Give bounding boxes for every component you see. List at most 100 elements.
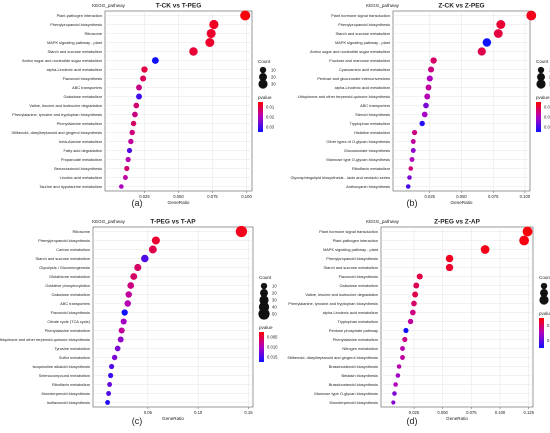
data-point — [421, 111, 428, 118]
data-point — [410, 148, 416, 153]
panel-label: (c) — [132, 416, 143, 426]
x-tick-label: 0.100 — [495, 410, 506, 415]
y-tick-label: Steroid biosynthesis — [355, 112, 390, 117]
data-point — [140, 75, 147, 82]
y-tick-label: Tryptophan metabolism — [337, 319, 378, 324]
panel-label: (a) — [132, 198, 143, 208]
y-tick-label: Citrate cycle (TCA cycle) — [47, 319, 90, 324]
y-tick-label: Starch and sucrose metabolism — [324, 265, 379, 270]
data-point — [407, 318, 414, 325]
x-tick-label: 0.025 — [425, 194, 436, 199]
panel-d: KEGG_pathway Z-PEG vs Z-AP 0.025 0.050 0.075… — [287, 219, 550, 422]
x-axis-label: GeneRatio — [162, 416, 184, 421]
y-tick-label: Glycolysis / Gluconeogenesis — [39, 265, 90, 270]
count-legend-dot — [536, 79, 546, 89]
count-legend-dot — [537, 73, 545, 81]
data-point — [412, 291, 419, 298]
pvalue-legend-label: 0.02 — [544, 115, 550, 120]
y-tick-label: Oxidative phosphorylation — [45, 283, 90, 288]
pvalue-legend-label: 0.010 — [267, 345, 278, 350]
data-point — [405, 184, 411, 189]
data-point — [413, 282, 420, 289]
y-tick-label: Pentose phosphate pathway — [329, 328, 378, 333]
data-point — [108, 372, 114, 379]
y-tick-label: Isoquinoline alkaloid biosynthesis — [32, 364, 90, 369]
data-point — [117, 336, 124, 343]
data-point — [107, 382, 113, 387]
data-point — [141, 254, 149, 263]
x-tick-label: 0.100 — [241, 194, 252, 199]
y-tick-label: alpha-Linolenic acid metabolism — [47, 67, 102, 72]
y-tick-label: Selenocompound metabolism — [39, 373, 90, 378]
y-tick-label: Galactose metabolism — [340, 283, 379, 288]
data-point — [424, 93, 431, 100]
y-tick-label: Phenylalanine, tyrosine and tryptophan b… — [12, 112, 102, 117]
y-tick-label: Isoflavonoid biosynthesis — [47, 400, 90, 405]
y-tick-label: Tryptophan metabolism — [349, 121, 390, 126]
x-tick-label: 0.10 — [194, 410, 203, 415]
panel-title: Z-PEG vs Z-AP — [434, 219, 481, 226]
y-tick-label: Phenylalanine, tyrosine and tryptophan b… — [288, 301, 378, 306]
y-tick-label: Stilbenoid, diarylheptanoid and gingerol… — [11, 130, 102, 135]
data-point — [410, 139, 416, 144]
pvalue-legend-label: 0.02 — [266, 115, 275, 120]
y-tick-label: Benzoxazinoid biosynthesis — [54, 166, 102, 171]
data-point — [402, 336, 408, 343]
x-tick-label: 0.075 — [207, 194, 218, 199]
data-point — [496, 20, 506, 29]
y-tick-label: Valine, leucine and isoleucine degradati… — [29, 103, 102, 108]
y-tick-label: Sulfur metabolism — [59, 355, 90, 360]
x-tick-label: 0.025 — [409, 410, 420, 415]
data-point — [482, 38, 492, 47]
y-tick-label: ABC transporters — [60, 301, 90, 306]
y-tick-label: Valine, leucine and isoleucine degradati… — [305, 292, 378, 297]
data-point — [189, 47, 198, 56]
count-legend-dot — [258, 308, 270, 320]
data-point — [426, 75, 433, 82]
data-point — [134, 263, 142, 272]
data-point — [391, 400, 396, 405]
y-tick-label: Brassinosteroid biosynthesis — [329, 364, 378, 369]
count-legend-label: 20 — [271, 75, 276, 80]
data-point — [445, 263, 454, 272]
y-tick-label: ABC transporters — [360, 103, 390, 108]
y-tick-label: MAPK signaling pathway - plant — [47, 40, 103, 45]
y-tick-label: alpha-Linolenic acid metabolism — [335, 85, 390, 90]
pvalue-legend-title: pvalue — [536, 95, 550, 100]
y-tick-label: Glucosinolate biosynthesis — [344, 148, 390, 153]
x-tick-label: 0.100 — [520, 194, 531, 199]
data-point — [411, 300, 417, 307]
y-tick-label: Linoleic acid metabolism — [60, 175, 102, 180]
y-tick-label: Ubiquinone and other terpenoid-quinone b… — [0, 337, 90, 342]
pvalue-legend-label: 0.02 — [547, 323, 550, 328]
data-point — [526, 10, 537, 21]
data-point — [206, 28, 216, 39]
y-tick-label: Flavonoid biosynthesis — [63, 76, 102, 81]
data-point — [400, 346, 405, 351]
data-point — [136, 93, 142, 100]
y-tick-label: Cyanoamino acid metabolism — [339, 67, 390, 72]
data-point — [129, 129, 135, 136]
y-tick-label: Galactose metabolism — [52, 292, 91, 297]
y-tick-label: Plant-pathogen interaction — [57, 13, 102, 18]
data-point — [124, 300, 131, 307]
count-legend-dot — [539, 295, 549, 305]
data-point — [209, 19, 219, 30]
data-point — [109, 363, 115, 370]
y-tick-label: Betalain biosynthesis — [341, 373, 378, 378]
x-tick-label: 0.075 — [488, 194, 499, 199]
x-tick-label: 0.05 — [144, 410, 153, 415]
panel-title: Z-CK vs Z-PEG — [438, 3, 484, 10]
data-point — [480, 245, 490, 254]
y-tick-label: Nitrogen metabolism — [342, 346, 378, 351]
pvalue-legend-label: 0.015 — [267, 355, 278, 360]
data-point — [130, 273, 138, 280]
kegg-label: KEGG_pathway — [92, 219, 126, 224]
panel-title: T-CK vs T-PEG — [156, 3, 202, 10]
panel-a: KEGG_pathway T-CK vs T-PEG 0.025 0.050 0.075… — [11, 3, 276, 206]
data-point — [136, 84, 142, 91]
y-tick-label: Fatty acid degradation — [64, 148, 103, 153]
y-tick-label: Tyrosine metabolism — [54, 346, 90, 351]
panel-label: (b) — [407, 198, 418, 208]
